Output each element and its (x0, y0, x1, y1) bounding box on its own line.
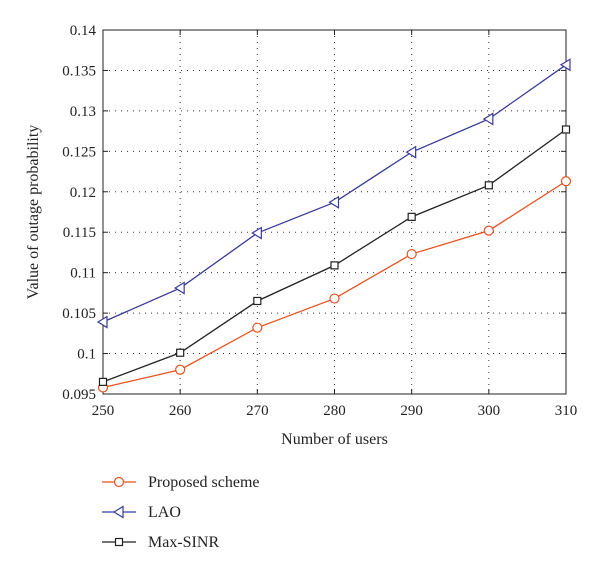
data-point (96, 315, 108, 329)
legend-item: Max-SINR (102, 534, 219, 551)
data-point (98, 377, 108, 386)
legend-marker (112, 505, 124, 519)
grid (103, 30, 566, 394)
y-tick-label: 0.1 (77, 347, 96, 363)
series-1 (96, 58, 571, 329)
series-group (96, 58, 572, 393)
data-point (484, 181, 493, 190)
y-tick-label: 0.135 (62, 63, 96, 79)
x-tick-label: 310 (555, 403, 578, 419)
x-tick-label: 250 (92, 403, 115, 419)
x-tick-label: 270 (246, 403, 269, 419)
x-tick-label: 290 (400, 403, 423, 419)
data-point (560, 176, 572, 187)
legend-item: Proposed scheme (102, 474, 260, 491)
data-point (561, 125, 571, 134)
data-point (329, 293, 340, 304)
data-point (405, 145, 417, 159)
y-tick-label: 0.115 (63, 225, 96, 241)
tick-labels: 250 260 270 280 290 300 310 0.095 0.1 0.105 0.11 0.… (62, 23, 577, 419)
data-point (252, 322, 263, 333)
y-axis-label: Value of outage probability (25, 125, 42, 300)
legend: Proposed scheme LAO Max-SINR (102, 474, 260, 551)
legend-marker (114, 537, 124, 547)
x-tick-label: 300 (478, 403, 501, 419)
y-tick-label: 0.13 (70, 104, 96, 120)
data-point (176, 348, 185, 357)
series-line (102, 64, 567, 323)
y-tick-label: 0.11 (70, 266, 96, 282)
data-point (251, 226, 262, 240)
legend-item: LAO (102, 504, 181, 521)
x-axis-label: Number of users (281, 431, 388, 448)
series-2 (98, 125, 571, 386)
y-tick-label: 0.14 (70, 23, 97, 39)
plot-area-frame (102, 29, 567, 395)
data-point (174, 281, 185, 295)
data-point (406, 248, 417, 260)
data-point (483, 225, 494, 236)
y-tick-label: 0.12 (70, 185, 96, 201)
legend-label: Proposed scheme (148, 474, 260, 491)
x-tick-label: 280 (323, 403, 346, 419)
y-tick-label: 0.105 (62, 306, 96, 322)
y-tick-label: 0.125 (62, 144, 96, 160)
data-point (253, 296, 262, 306)
legend-marker (113, 476, 125, 488)
data-point (330, 261, 339, 270)
x-tick-label: 260 (169, 403, 192, 419)
data-point (559, 58, 571, 72)
data-point (482, 112, 494, 126)
y-tick-label: 0.095 (62, 387, 96, 403)
legend-label: LAO (148, 504, 181, 521)
series-line (102, 180, 567, 389)
data-point (407, 212, 416, 221)
series-0 (97, 176, 572, 393)
series-line (102, 128, 567, 383)
data-point (328, 195, 340, 209)
legend-label: Max-SINR (148, 534, 219, 551)
data-point (175, 364, 186, 375)
